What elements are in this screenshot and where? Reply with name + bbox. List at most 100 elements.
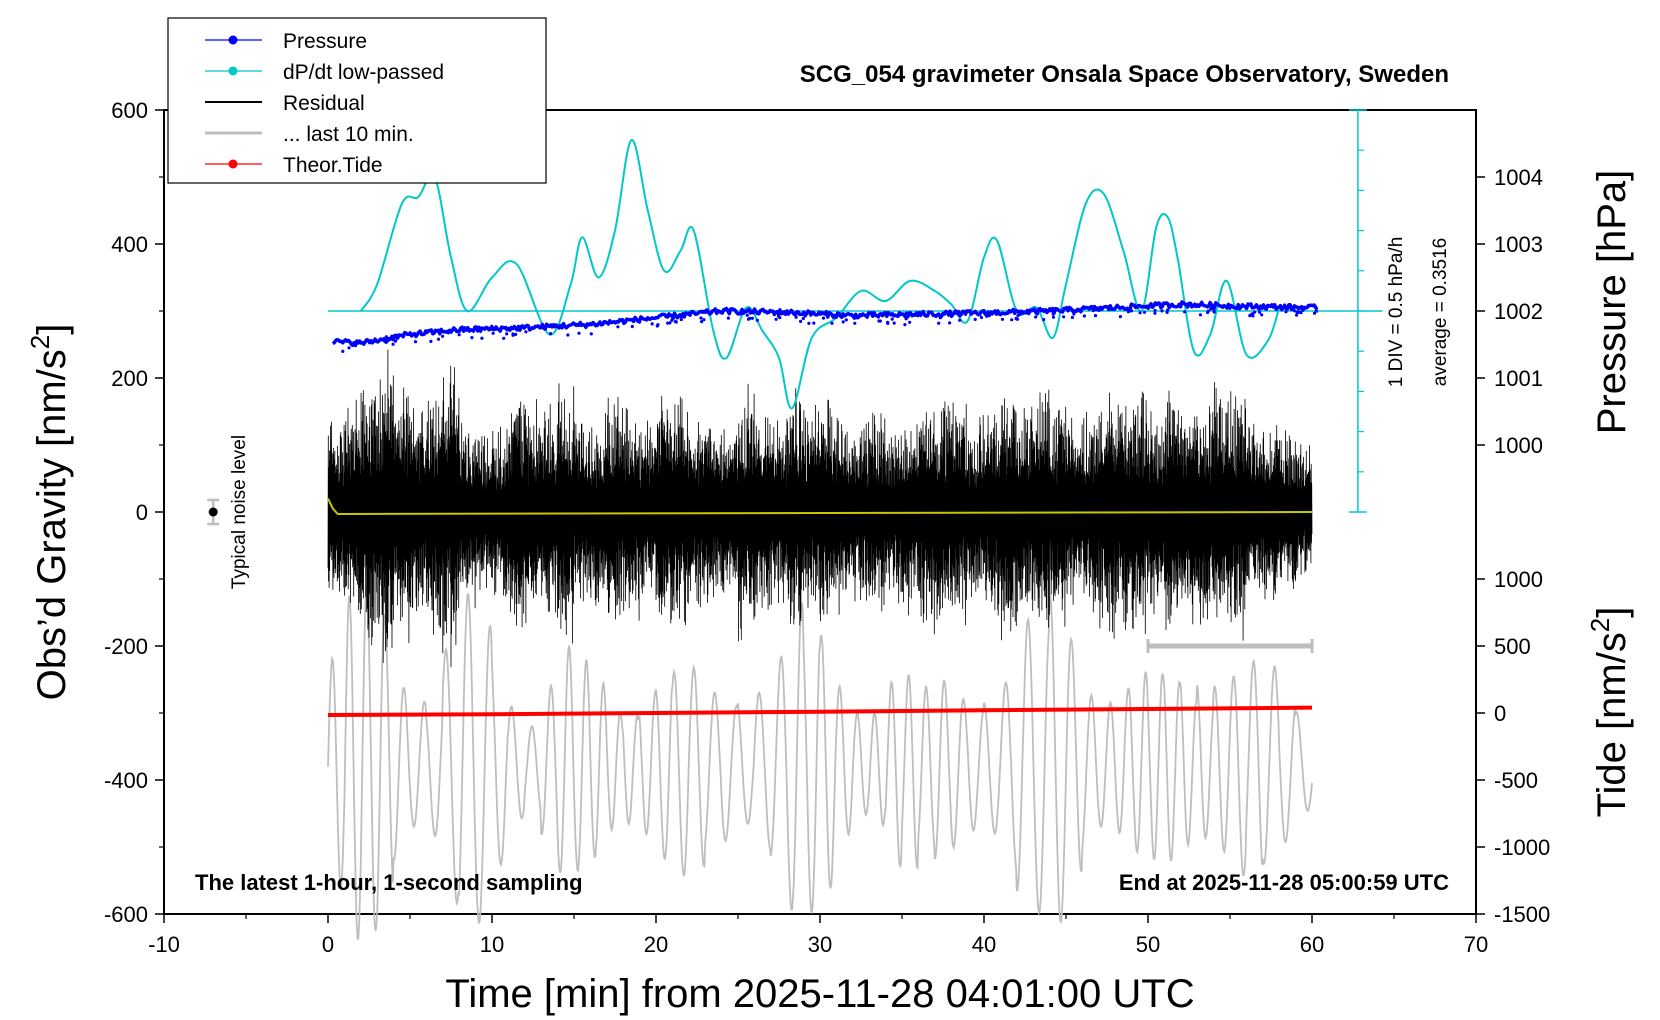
- pressure-point: [878, 319, 882, 323]
- pressure-point: [702, 318, 706, 322]
- legend-label: ... last 10 min.: [283, 123, 414, 146]
- pressure-point: [1051, 315, 1056, 319]
- tide-tick-label: -1000: [1494, 835, 1550, 860]
- theor-tide-line: [327, 705, 1313, 717]
- pressure-series: [331, 300, 1319, 353]
- pressure-point: [1138, 311, 1142, 315]
- y-tick-label: -200: [104, 634, 148, 659]
- legend-marker: [228, 35, 238, 45]
- pressure-point: [1142, 310, 1147, 314]
- y-tick-label: -400: [104, 768, 148, 793]
- pressure-point: [700, 320, 704, 324]
- pressure-point: [748, 316, 752, 320]
- pressure-line: [331, 300, 1319, 348]
- y-tick-label: 400: [111, 232, 148, 257]
- tide-tick-label: -500: [1494, 768, 1538, 793]
- pressure-tick-label: 1000: [1494, 433, 1543, 458]
- chart-annotations: [207, 498, 1314, 653]
- legend-label: dP/dt low-passed: [283, 61, 444, 84]
- pressure-point: [630, 324, 634, 329]
- pressure-point: [480, 336, 484, 340]
- x-tick-label: 50: [1136, 932, 1160, 957]
- left-axis-title-end: ]: [30, 324, 74, 335]
- pressure-point: [985, 314, 989, 318]
- residual-series: [327, 349, 1313, 668]
- x-tick-label: 20: [644, 932, 668, 957]
- pressure-point: [830, 321, 834, 325]
- pressure-point: [391, 342, 395, 346]
- legend-label: Residual: [283, 92, 365, 115]
- legend-label: Pressure: [283, 30, 367, 53]
- pressure-point: [511, 333, 515, 337]
- x-axis-title: Time [min] from 2025-11-28 04:01:00 UTC: [445, 972, 1194, 1016]
- tide-tick-label: 1000: [1494, 567, 1543, 592]
- pressure-point: [616, 325, 620, 329]
- pressure-point: [577, 331, 581, 335]
- pressure-point: [890, 317, 894, 321]
- pressure-point: [853, 321, 857, 325]
- pressure-point: [908, 320, 912, 324]
- pressure-point: [937, 321, 941, 325]
- annotation-end-time: End at 2025-11-28 05:00:59 UTC: [1119, 870, 1449, 895]
- pressure-point: [1000, 317, 1005, 321]
- annotation-sampling: The latest 1-hour, 1-second sampling: [195, 870, 583, 895]
- pressure-point: [973, 317, 977, 321]
- residual-lowpass-line: [327, 498, 1313, 516]
- legend-label: Theor.Tide: [283, 154, 383, 177]
- pressure-point: [1010, 318, 1014, 322]
- pressure-point: [1284, 310, 1288, 314]
- pressure-point: [755, 318, 759, 322]
- pressure-point: [801, 316, 805, 321]
- x-tick-label: 60: [1300, 932, 1324, 957]
- tide-axis-title: Tide [nm/s2]: [1585, 607, 1634, 818]
- pressure-point: [892, 321, 896, 325]
- y-tick-label: 0: [136, 500, 148, 525]
- pressure-point: [566, 333, 570, 337]
- pressure-point: [470, 336, 474, 340]
- pressure-tick-label: 1003: [1494, 232, 1543, 257]
- pressure-point: [1206, 310, 1210, 315]
- pressure-point: [502, 336, 506, 340]
- tide-axis-title-end: ]: [1590, 607, 1634, 618]
- x-tick-label: 30: [808, 932, 832, 957]
- pressure-point: [1129, 309, 1134, 313]
- axis-ticks: -10 0 10 20 30 40 50 60 70 -600 -400 -200 0 200 400 600…: [104, 98, 1550, 957]
- tide-axis-title-main: Tide [nm/s: [1590, 632, 1634, 817]
- pressure-point: [670, 318, 674, 322]
- left-axis-title-sup: 2: [25, 335, 55, 349]
- legend-box: [167, 17, 547, 184]
- pressure-point: [394, 339, 398, 343]
- pressure-point: [1042, 318, 1046, 322]
- noise-level-dot: [208, 507, 218, 517]
- pressure-point: [384, 340, 388, 344]
- pressure-point: [1183, 310, 1187, 314]
- pressure-point: [347, 346, 351, 350]
- pressure-point: [841, 320, 845, 324]
- pressure-point: [904, 317, 908, 321]
- pressure-point: [774, 317, 778, 321]
- pressure-tick-label: 1004: [1494, 165, 1543, 190]
- pressure-point: [799, 319, 803, 323]
- left-axis-title-main: Obs’d Gravity [nm/s: [30, 349, 74, 700]
- pressure-point: [812, 321, 816, 325]
- pressure-point: [505, 332, 509, 336]
- x-tick-label: 0: [322, 932, 334, 957]
- noise-level-label: Typical noise level: [229, 435, 250, 589]
- pressure-point: [674, 320, 678, 324]
- dpdt-div-label: 1 DIV = 0.5 hPa/h: [1386, 237, 1407, 388]
- pressure-point: [1258, 310, 1262, 314]
- pressure-point: [1126, 310, 1130, 314]
- pressure-point: [1034, 315, 1038, 319]
- legend-entries: Pressure dP/dt low-passed Residual ... last…: [205, 30, 444, 177]
- pressure-point: [1314, 309, 1318, 313]
- pressure-point: [979, 315, 984, 320]
- legend-marker: [228, 159, 238, 169]
- pressure-point: [436, 337, 441, 341]
- pressure-point: [1016, 314, 1020, 318]
- pressure-point: [1153, 311, 1157, 315]
- pressure-point: [1295, 313, 1299, 317]
- pressure-tick-label: 1001: [1494, 366, 1543, 391]
- pressure-point: [650, 322, 654, 326]
- pressure-tick-label: 1002: [1494, 299, 1543, 324]
- pressure-point: [778, 316, 782, 320]
